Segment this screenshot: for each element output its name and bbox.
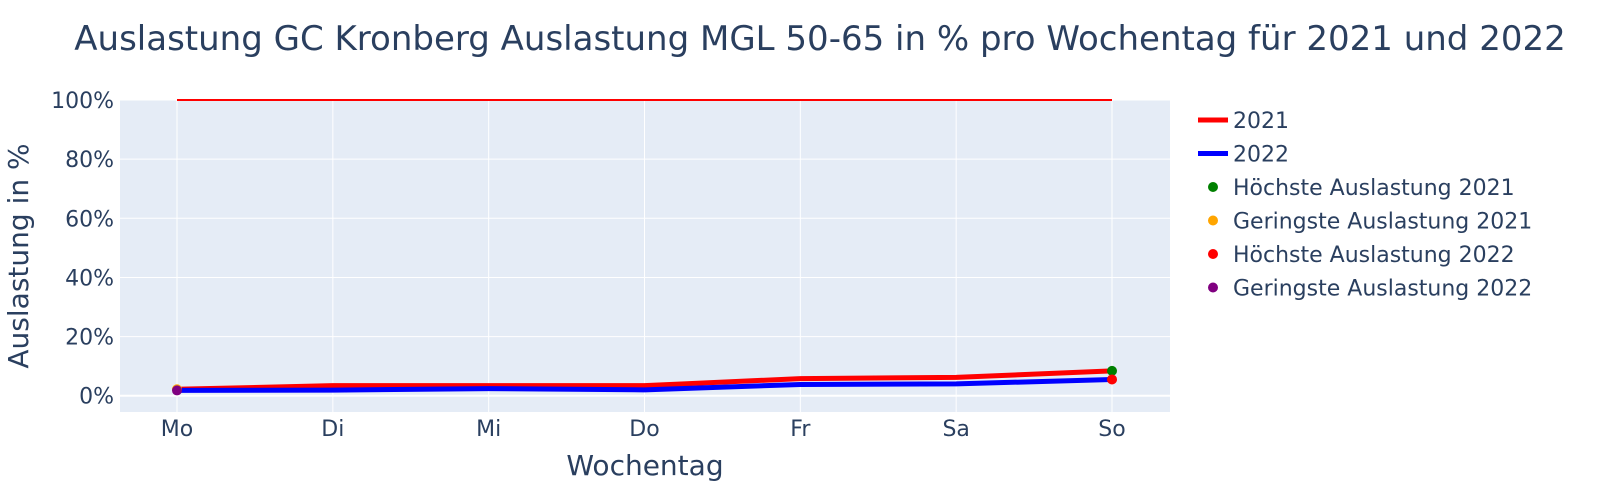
legend-label: Geringste Auslastung 2022 [1233, 277, 1532, 302]
marker-point-3 [1107, 374, 1117, 385]
y-tick-label: 40% [65, 266, 114, 291]
legend-item-marker-1[interactable]: Höchste Auslastung 2021 [1208, 176, 1515, 201]
legend-marker-swatch [1208, 215, 1218, 226]
legend-item-marker-3[interactable]: Höchste Auslastung 2022 [1208, 243, 1515, 268]
x-tick-label: Sa [942, 417, 969, 442]
y-tick-label: 20% [65, 326, 114, 351]
legend-item-marker-2[interactable]: Geringste Auslastung 2021 [1208, 210, 1532, 235]
y-axis-ticks: 0% 20% 40% 60% 80% 100% [51, 89, 114, 410]
legend[interactable]: 2021 2022 Höchste Auslastung 2021 Geringste… [1198, 109, 1532, 302]
legend-label: Höchste Auslastung 2021 [1233, 176, 1515, 201]
x-tick-label: Do [629, 417, 659, 442]
y-tick-label: 60% [65, 207, 114, 232]
series-line-2021 [176, 368, 1113, 392]
series-line-2022 [176, 376, 1113, 393]
x-tick-label: Di [321, 417, 344, 442]
x-axis-title: Wochentag [566, 449, 723, 482]
legend-label: 2021 [1233, 109, 1289, 134]
y-tick-label: 0% [79, 385, 114, 410]
x-tick-label: So [1098, 417, 1125, 442]
highlight-markers [172, 365, 1117, 396]
legend-label: Höchste Auslastung 2022 [1233, 243, 1515, 268]
y-tick-label: 80% [65, 148, 114, 173]
y-axis-title: Auslastung in % [2, 143, 35, 368]
legend-label: Geringste Auslastung 2021 [1233, 210, 1532, 235]
x-tick-label: Fr [790, 417, 811, 442]
x-axis-ticks: Mo Di Mi Do Fr Sa So [161, 417, 1126, 442]
legend-marker-swatch [1208, 249, 1218, 259]
y-tick-label: 100% [51, 89, 114, 114]
x-tick-label: Mo [161, 417, 193, 442]
legend-item-marker-4[interactable]: Geringste Auslastung 2022 [1208, 277, 1532, 302]
legend-item-2022[interactable]: 2022 [1198, 143, 1289, 168]
marker-point-4 [172, 385, 182, 396]
marker-point-1 [1107, 365, 1117, 376]
chart-title: Auslastung GC Kronberg Auslastung MGL 50… [74, 19, 1565, 59]
legend-item-2021[interactable]: 2021 [1198, 109, 1289, 134]
legend-marker-swatch [1208, 282, 1218, 293]
grid-lines [120, 99, 1170, 412]
legend-marker-swatch [1208, 182, 1218, 192]
x-tick-label: Mi [476, 417, 501, 442]
legend-label: 2022 [1233, 143, 1289, 168]
series-lines [176, 99, 1113, 393]
